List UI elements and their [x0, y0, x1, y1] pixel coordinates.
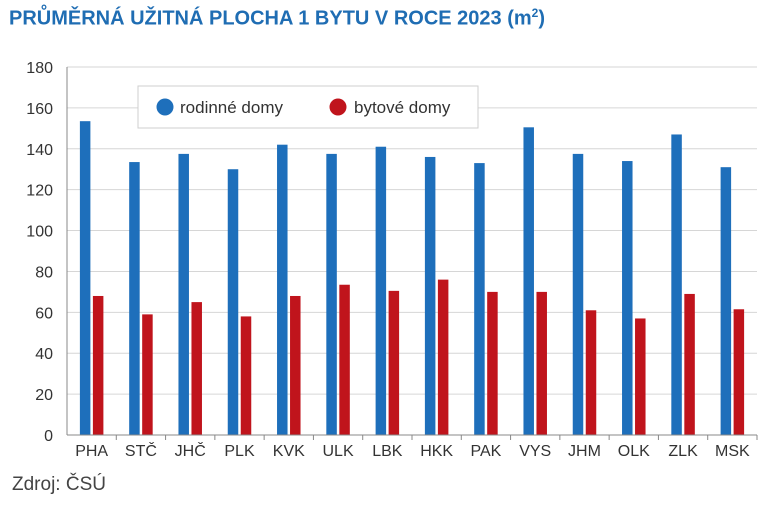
- bar-bytove-domy: [733, 309, 745, 435]
- bar-rodinne-domy: [375, 146, 387, 435]
- legend-label: bytové domy: [354, 98, 451, 117]
- y-tick-label: 160: [26, 101, 53, 118]
- x-tick-label: JHM: [568, 443, 601, 460]
- chart-title-superscript: 2: [531, 6, 539, 20]
- bar-rodinne-domy: [622, 161, 633, 436]
- legend: rodinné domy bytové domy: [137, 85, 479, 129]
- bar-rodinne-domy: [129, 162, 140, 436]
- bar-bytove-domy: [487, 291, 498, 435]
- y-axis: 0 20 40 60 80 100 120 140 160 180: [26, 60, 68, 445]
- y-tick-label: 80: [35, 264, 53, 281]
- bar-rodinne-domy: [572, 153, 584, 435]
- bar-bytove-domy: [92, 295, 104, 435]
- bar-chart: 0 20 40 60 80 100 120 140 160 180 PHA STČ JHČ PLK KVK…: [26, 60, 758, 460]
- x-tick-label: STČ: [125, 441, 157, 460]
- legend-label: rodinné domy: [180, 98, 284, 117]
- x-tick-label: KVK: [273, 443, 305, 460]
- y-tick-label: 20: [35, 387, 53, 404]
- bar-bytove-domy: [388, 290, 400, 435]
- bar-rodinne-domy: [424, 156, 436, 435]
- bar-bytove-domy: [437, 279, 449, 435]
- bar-rodinne-domy: [178, 153, 189, 435]
- chart-title-close: ): [538, 7, 546, 30]
- bar-bytove-domy: [684, 293, 695, 435]
- bars: [79, 121, 745, 436]
- bar-bytove-domy: [536, 291, 547, 435]
- source-note: Zdroj: ČSÚ: [12, 474, 106, 495]
- chart-title-text: PRŮMĚRNÁ UŽITNÁ PLOCHA 1 BYTU V ROCE 202…: [9, 7, 532, 30]
- bar-bytove-domy: [290, 295, 301, 435]
- x-tick-label: HKK: [420, 443, 453, 460]
- y-tick-label: 40: [35, 346, 53, 363]
- x-tick-label: ULK: [323, 443, 354, 460]
- bar-bytove-domy: [142, 314, 153, 435]
- bar-rodinne-domy: [277, 144, 288, 435]
- bar-bytove-domy: [191, 302, 202, 435]
- legend-box: [137, 85, 479, 129]
- y-tick-label: 140: [26, 142, 53, 159]
- bar-bytove-domy: [240, 316, 252, 435]
- bar-bytove-domy: [339, 284, 350, 435]
- y-tick-label: 60: [35, 305, 53, 322]
- x-tick-label: PHA: [75, 443, 108, 460]
- x-tick-label: OLK: [618, 443, 650, 460]
- x-tick-label: ZLK: [668, 443, 698, 460]
- legend-marker-rodinne-domy: [156, 98, 174, 116]
- x-tick-label: LBK: [372, 443, 403, 460]
- x-tick-label: JHČ: [175, 441, 206, 460]
- y-tick-label: 0: [44, 428, 53, 445]
- bar-bytove-domy: [635, 318, 646, 435]
- bar-rodinne-domy: [326, 153, 337, 435]
- bar-rodinne-domy: [671, 134, 682, 435]
- bar-bytove-domy: [585, 310, 597, 435]
- chart-title: PRŮMĚRNÁ UŽITNÁ PLOCHA 1 BYTU V ROCE 202…: [9, 6, 545, 31]
- y-tick-label: 180: [26, 60, 53, 77]
- x-axis: PHA STČ JHČ PLK KVK ULK LBK HKK PAK VYS JHM OLK ZLK M…: [67, 434, 758, 460]
- bar-rodinne-domy: [474, 163, 485, 436]
- y-tick-label: 120: [26, 183, 53, 200]
- bar-rodinne-domy: [720, 167, 732, 435]
- bar-rodinne-domy: [227, 169, 239, 435]
- bar-rodinne-domy: [79, 121, 91, 435]
- legend-marker-bytove-domy: [329, 98, 347, 116]
- bar-rodinne-domy: [523, 127, 534, 436]
- x-tick-label: PAK: [471, 443, 502, 460]
- x-tick-label: VYS: [519, 443, 551, 460]
- x-tick-label: MSK: [715, 443, 750, 460]
- x-tick-label: PLK: [224, 443, 255, 460]
- y-tick-label: 100: [26, 224, 53, 241]
